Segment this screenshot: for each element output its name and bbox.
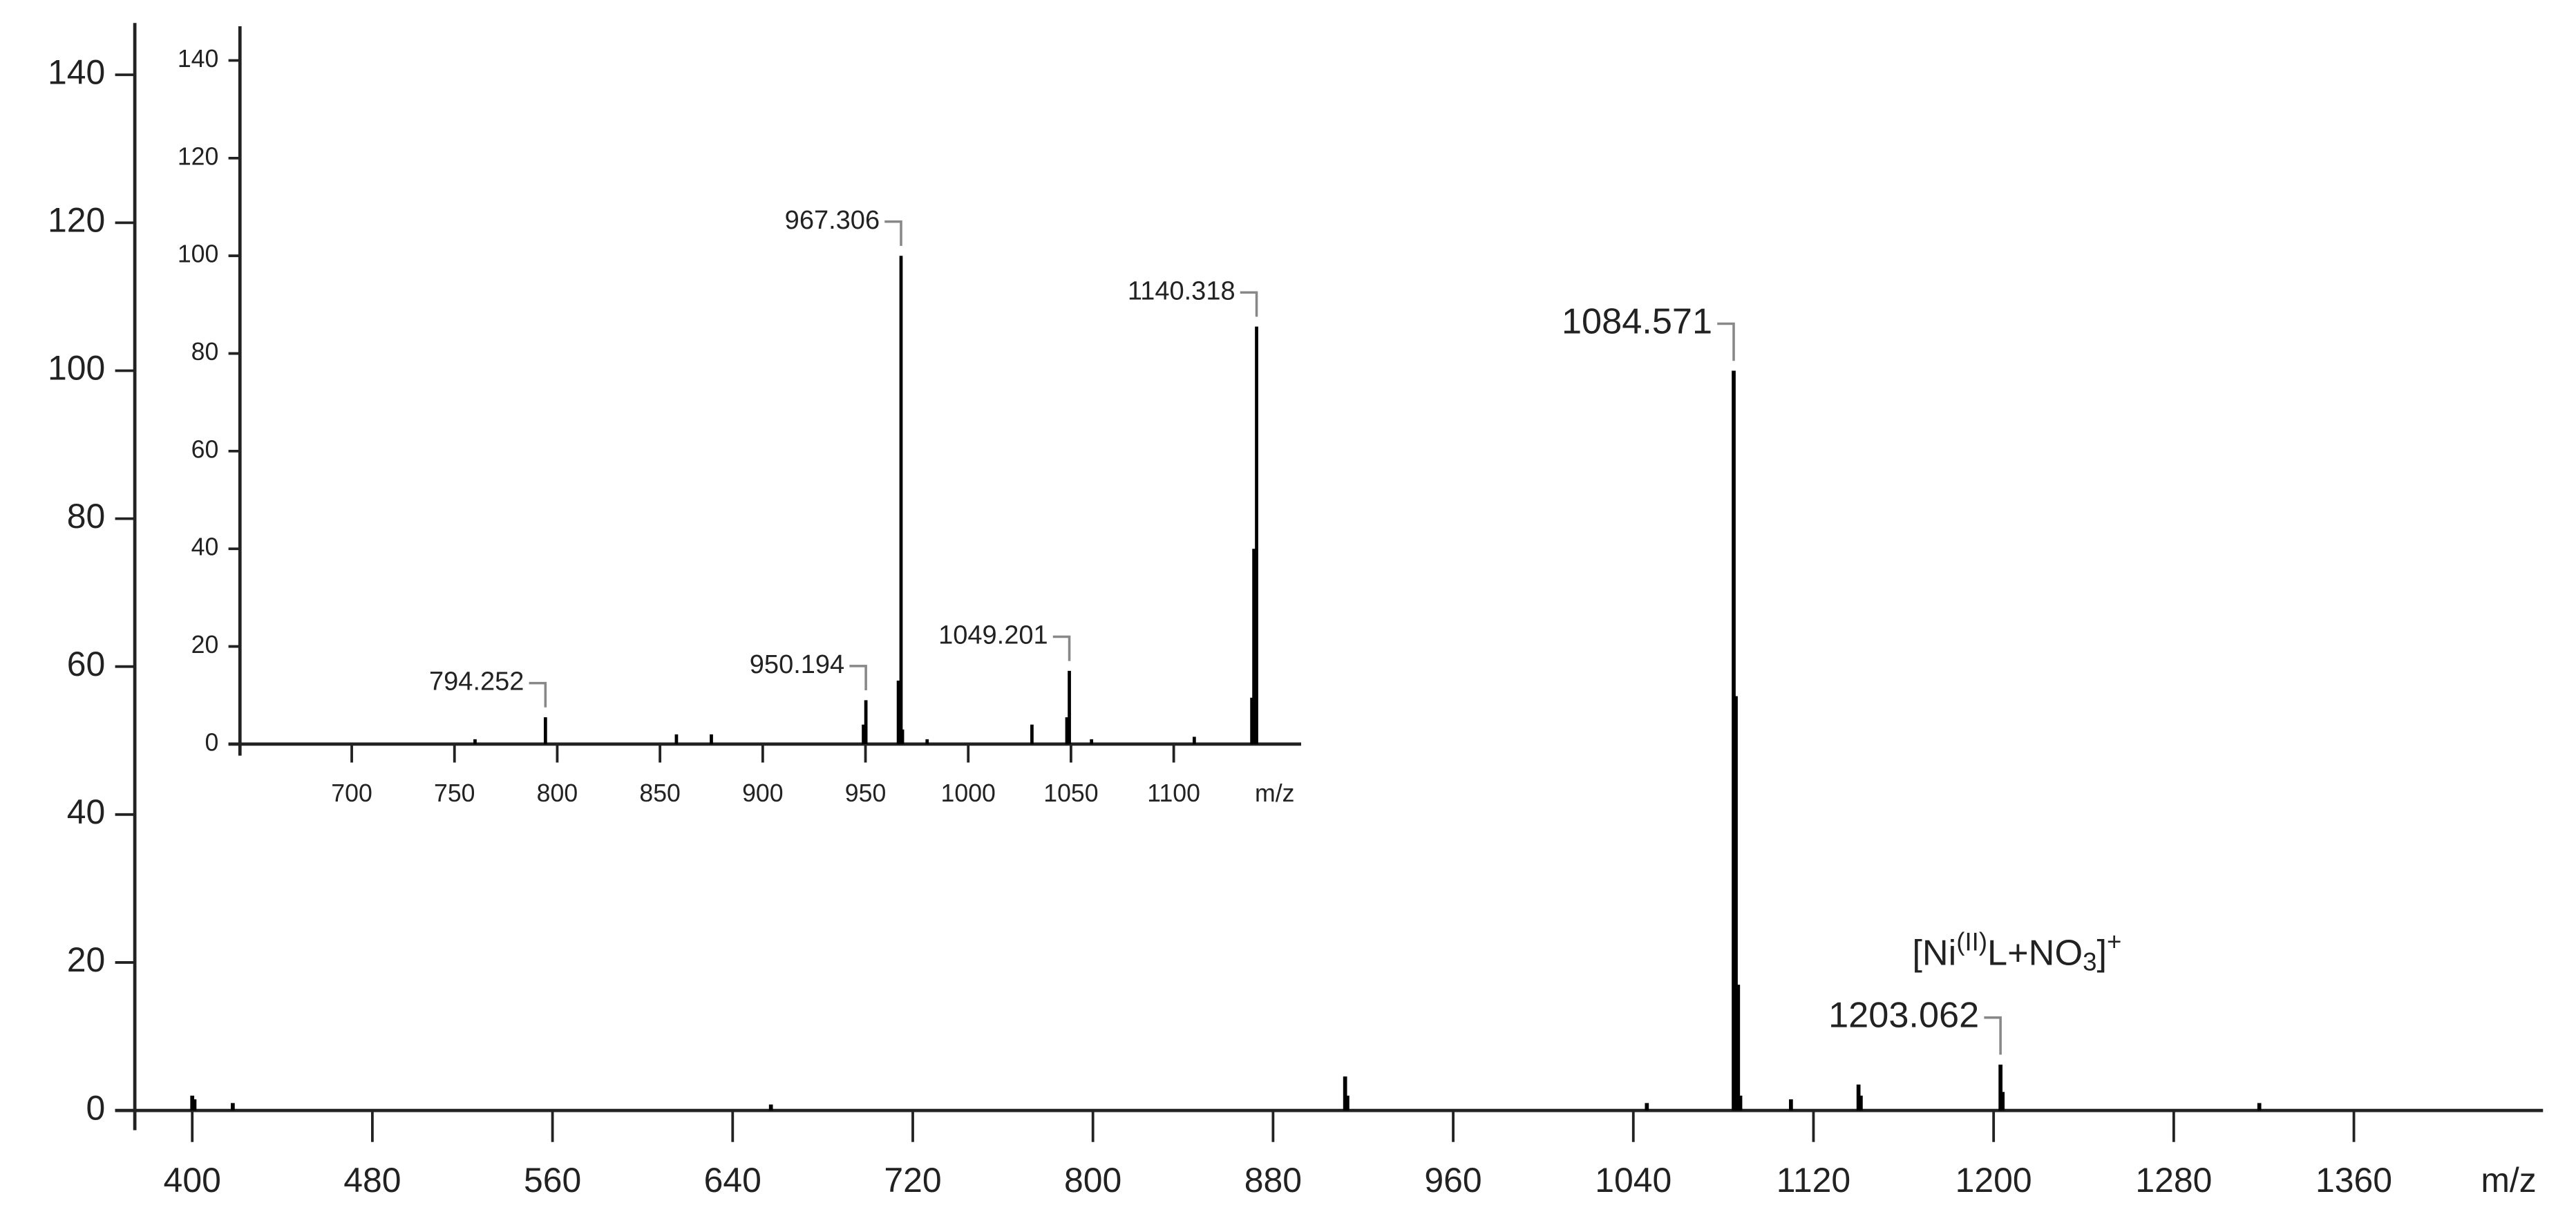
y-tick-label: 40 — [67, 793, 106, 831]
y-tick-label: 60 — [191, 435, 219, 463]
x-axis-label: m/z — [1255, 779, 1294, 807]
y-tick-label: 60 — [67, 645, 106, 683]
x-tick-label: 850 — [639, 779, 681, 807]
y-tick-label: 80 — [67, 497, 106, 536]
annotation: [Ni(II)L+NO3]+ — [1912, 927, 2121, 976]
x-tick-label: 700 — [331, 779, 372, 807]
x-tick-label: 1100 — [1147, 779, 1200, 807]
x-tick-label: 400 — [164, 1161, 221, 1200]
x-axis-label: m/z — [2481, 1161, 2536, 1200]
x-tick-label: 950 — [845, 779, 886, 807]
x-tick-label: 560 — [524, 1161, 581, 1200]
label-leader — [1717, 322, 1735, 361]
x-tick-label: 800 — [1064, 1161, 1121, 1200]
x-tick-label: 960 — [1424, 1161, 1481, 1200]
x-tick-label: 1360 — [2315, 1161, 2392, 1200]
x-tick-label: 800 — [537, 779, 578, 807]
peak-label: 950.194 — [750, 650, 844, 679]
annotation-part: ] — [2097, 933, 2108, 973]
annotation-part: + — [2107, 927, 2121, 956]
x-tick-label: 640 — [704, 1161, 761, 1200]
y-tick-label: 20 — [191, 631, 219, 658]
y-tick-label: 0 — [86, 1088, 106, 1127]
y-tick-label: 20 — [67, 940, 106, 979]
label-leader — [1052, 635, 1071, 661]
peak-label: 1084.571 — [1562, 301, 1712, 341]
peak-label: 1203.062 — [1828, 996, 1979, 1036]
x-tick-label: 900 — [742, 779, 784, 807]
x-tick-label: 1120 — [1777, 1161, 1850, 1200]
y-tick-label: 140 — [48, 53, 105, 91]
label-leader — [1240, 291, 1258, 317]
annotation-part: L+NO — [1987, 933, 2083, 973]
label-leader — [529, 681, 547, 708]
x-tick-label: 720 — [884, 1161, 941, 1200]
annotation-part: 3 — [2083, 947, 2096, 976]
label-leader — [1984, 1016, 2002, 1055]
y-tick-label: 0 — [205, 728, 219, 756]
annotation-part: (II) — [1956, 927, 1987, 956]
y-tick-label: 100 — [178, 240, 219, 268]
y-tick-label: 40 — [191, 533, 219, 561]
peak-label: 967.306 — [785, 206, 880, 235]
y-tick-label: 120 — [48, 201, 105, 240]
x-tick-label: 1050 — [1043, 779, 1098, 807]
label-leader — [849, 665, 867, 691]
peak-label: 794.252 — [429, 667, 524, 696]
y-tick-label: 120 — [178, 142, 219, 170]
y-tick-label: 100 — [48, 349, 105, 388]
annotation-part: [Ni — [1912, 933, 1956, 973]
peak-label: 1049.201 — [938, 621, 1048, 650]
y-tick-label: 80 — [191, 338, 219, 366]
x-tick-label: 1280 — [2135, 1161, 2212, 1200]
x-tick-label: 1200 — [1955, 1161, 2032, 1200]
x-tick-label: 1000 — [941, 779, 996, 807]
x-tick-label: 1040 — [1595, 1161, 1671, 1200]
x-tick-label: 750 — [434, 779, 475, 807]
x-tick-label: 480 — [343, 1161, 401, 1200]
label-leader — [884, 220, 902, 246]
peak-label: 1140.318 — [1128, 276, 1235, 305]
x-tick-label: 880 — [1244, 1161, 1302, 1200]
y-tick-label: 140 — [178, 45, 219, 73]
